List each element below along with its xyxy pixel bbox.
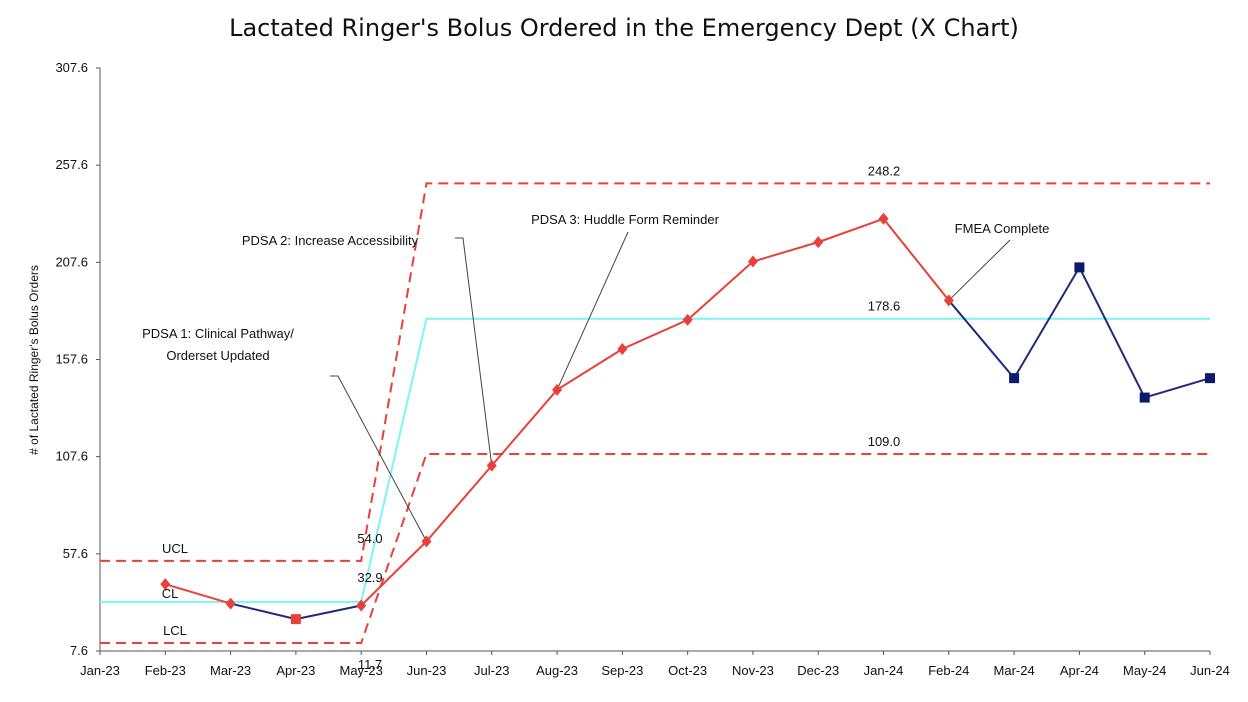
series-segment xyxy=(295,604,362,621)
series-segment xyxy=(882,218,950,302)
y-axis-label: # of Lactated Ringer's Bolus Orders xyxy=(27,265,41,455)
data-point xyxy=(1139,392,1150,403)
data-point xyxy=(225,597,236,610)
data-point xyxy=(1205,373,1215,384)
series-segment xyxy=(948,299,1015,379)
ucl-value-phase2: 248.2 xyxy=(868,163,901,178)
x-tick-label: Jun-24 xyxy=(1190,663,1230,678)
x-tick-label: Oct-23 xyxy=(668,663,707,678)
x-tick-label: Jul-23 xyxy=(474,663,509,678)
x-tick-label: Nov-23 xyxy=(732,663,774,678)
chart-title: Lactated Ringer's Bolus Ordered in the E… xyxy=(229,14,1019,42)
data-point xyxy=(1074,262,1085,273)
series-segment xyxy=(752,241,819,263)
series-segment xyxy=(425,464,493,543)
x-tick-label: Mar-23 xyxy=(210,663,251,678)
data-point xyxy=(617,343,628,356)
annotation-label: Orderset Updated xyxy=(166,348,269,363)
series-segment xyxy=(165,583,231,605)
x-tick-label: Aug-23 xyxy=(536,663,578,678)
annotation-label: PDSA 1: Clinical Pathway/ xyxy=(142,326,294,341)
y-tick-label: 57.6 xyxy=(63,546,88,561)
data-point xyxy=(552,383,563,396)
data-point xyxy=(356,599,367,612)
data-point xyxy=(1009,373,1020,384)
x-tick-label: May-24 xyxy=(1123,663,1166,678)
data-point xyxy=(813,236,824,249)
x-tick-label: Jun-23 xyxy=(407,663,447,678)
ucl-label: UCL xyxy=(162,541,188,556)
cl-label: CL xyxy=(162,586,179,601)
series-segment xyxy=(686,260,754,321)
lcl-value-phase2: 109.0 xyxy=(868,434,901,449)
data-point xyxy=(747,255,758,268)
y-tick-label: 307.6 xyxy=(55,60,88,75)
y-tick-label: 7.6 xyxy=(70,643,88,658)
series-segment xyxy=(360,540,428,607)
data-point xyxy=(943,294,954,307)
x-tick-label: Jan-23 xyxy=(80,663,120,678)
data-point xyxy=(160,578,171,591)
x-tick-label: Dec-23 xyxy=(797,663,839,678)
y-tick-label: 257.6 xyxy=(55,157,88,172)
cl-value-phase2: 178.6 xyxy=(868,299,901,314)
lcl-value-phase1: 11.7 xyxy=(358,657,382,672)
y-tick-label: 157.6 xyxy=(55,352,88,367)
annotation-leader xyxy=(455,237,493,466)
annotation-leader xyxy=(556,231,629,391)
annotation-label: PDSA 2: Increase Accessibility xyxy=(242,233,419,248)
ucl-value-phase1: 54.0 xyxy=(357,531,382,546)
series-segment xyxy=(491,389,558,467)
lcl-label: LCL xyxy=(163,623,187,638)
x-tick-label: Mar-24 xyxy=(994,663,1035,678)
annotation-leader xyxy=(330,375,427,542)
annotation-label: FMEA Complete xyxy=(955,221,1050,236)
series-segment xyxy=(621,318,689,350)
x-tick-label: Feb-24 xyxy=(928,663,969,678)
annotation-leader xyxy=(948,239,1011,301)
data-point xyxy=(878,212,889,225)
data-point xyxy=(421,535,432,548)
cl-value-phase1: 32.9 xyxy=(357,570,382,585)
x-tick-label: Apr-24 xyxy=(1060,663,1099,678)
x-tick-label: Jan-24 xyxy=(864,663,904,678)
data-point xyxy=(290,614,301,625)
series-segment xyxy=(556,348,623,391)
series-segment xyxy=(1078,266,1146,399)
lower-control-limit xyxy=(100,452,1210,645)
x-tick-label: Sep-23 xyxy=(601,663,643,678)
series-segment xyxy=(1144,377,1211,399)
upper-control-limit xyxy=(100,182,1210,562)
x-tick-label: Apr-23 xyxy=(276,663,315,678)
series-segment xyxy=(1013,266,1081,379)
x-tick-label: May-23 xyxy=(339,663,382,678)
data-point xyxy=(682,313,693,326)
series-segment xyxy=(817,217,884,244)
y-tick-label: 207.6 xyxy=(55,254,88,269)
y-tick-label: 107.6 xyxy=(55,449,88,464)
x-tick-label: Feb-23 xyxy=(145,663,186,678)
data-point xyxy=(486,459,497,472)
annotation-label: PDSA 3: Huddle Form Reminder xyxy=(531,212,720,227)
series-segment xyxy=(230,602,297,621)
